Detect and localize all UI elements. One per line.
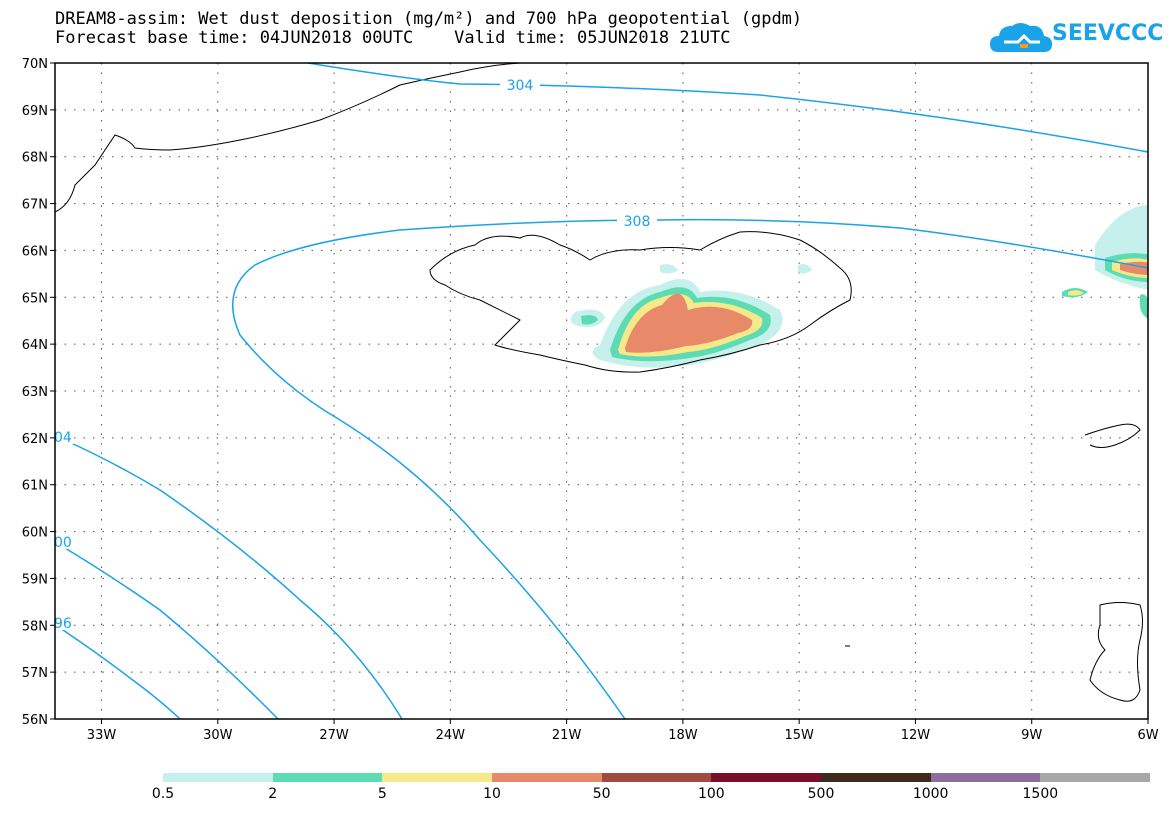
legend-label: 50 [592, 786, 611, 802]
legend-swatch [163, 773, 273, 782]
lon-label: 12W [901, 728, 931, 743]
lat-label: 65N [22, 291, 48, 306]
lon-label: 27W [319, 728, 349, 743]
contour-label-304: 304 [507, 78, 534, 94]
lat-label: 68N [22, 151, 48, 166]
legend-swatch [821, 773, 931, 782]
lat-label: 66N [22, 244, 48, 259]
chart-title-line1: DREAM8-assim: Wet dust deposition (mg/m²… [55, 9, 803, 29]
lat-label: 63N [22, 385, 48, 400]
longitude-labels: 33W 30W 27W 24W 21W 18W 15W 12W 9W 6W [87, 719, 1159, 743]
lat-label: 61N [22, 479, 48, 494]
legend-label: 10 [483, 786, 501, 802]
legend-label: 5 [377, 786, 387, 802]
lon-label: 30W [203, 728, 233, 743]
latitude-labels: 70N 69N 68N 67N 66N 65N 64N 63N 62N 61N 60N 59N 58N 5… [22, 57, 55, 728]
contour-label-308: 308 [624, 214, 651, 230]
legend-label: 1500 [1022, 786, 1059, 802]
legend-swatch [930, 773, 1041, 782]
legend-label: 2 [268, 786, 278, 802]
color-legend [163, 773, 1151, 782]
lon-label: 24W [436, 728, 466, 743]
chart-title-line2: Forecast base time: 04JUN2018 00UTC Vali… [55, 28, 731, 48]
geopotential-contours [59, 63, 1148, 719]
dust-deposition-field [570, 205, 1148, 368]
contour-label-304-west: 04 [54, 430, 72, 446]
lon-label: 9W [1021, 728, 1042, 743]
lat-label: 60N [22, 526, 48, 541]
cloud-icon [990, 23, 1052, 52]
contour-labels: 304 308 04 00 96 [54, 77, 657, 632]
legend-swatch [711, 773, 822, 782]
lat-label: 62N [22, 432, 48, 447]
legend-swatch [492, 773, 602, 782]
lat-label: 70N [22, 57, 48, 72]
lat-label: 69N [22, 104, 48, 119]
lon-label: 33W [87, 728, 117, 743]
legend-swatch [1040, 773, 1151, 782]
legend-swatch [382, 773, 493, 782]
lat-label: 64N [22, 338, 48, 353]
legend-swatch [272, 773, 383, 782]
lat-label: 59N [22, 572, 48, 587]
lat-label: 56N [22, 713, 48, 728]
lat-label: 67N [22, 198, 48, 213]
legend-swatch [601, 773, 712, 782]
lon-label: 15W [784, 728, 814, 743]
legend-label: 0.5 [151, 786, 175, 802]
legend-label: 500 [807, 786, 835, 802]
lon-label: 18W [668, 728, 698, 743]
logo-text: SEEVCCC [1052, 21, 1164, 46]
lat-label: 58N [22, 619, 48, 634]
lon-label: 6W [1137, 728, 1158, 743]
coastline [55, 63, 1143, 702]
legend-label: 100 [697, 786, 725, 802]
contour-label-296: 96 [54, 616, 72, 632]
contour-label-300: 00 [54, 535, 72, 551]
lon-label: 21W [552, 728, 582, 743]
lat-label: 57N [22, 666, 48, 681]
legend-label: 1000 [912, 786, 949, 802]
